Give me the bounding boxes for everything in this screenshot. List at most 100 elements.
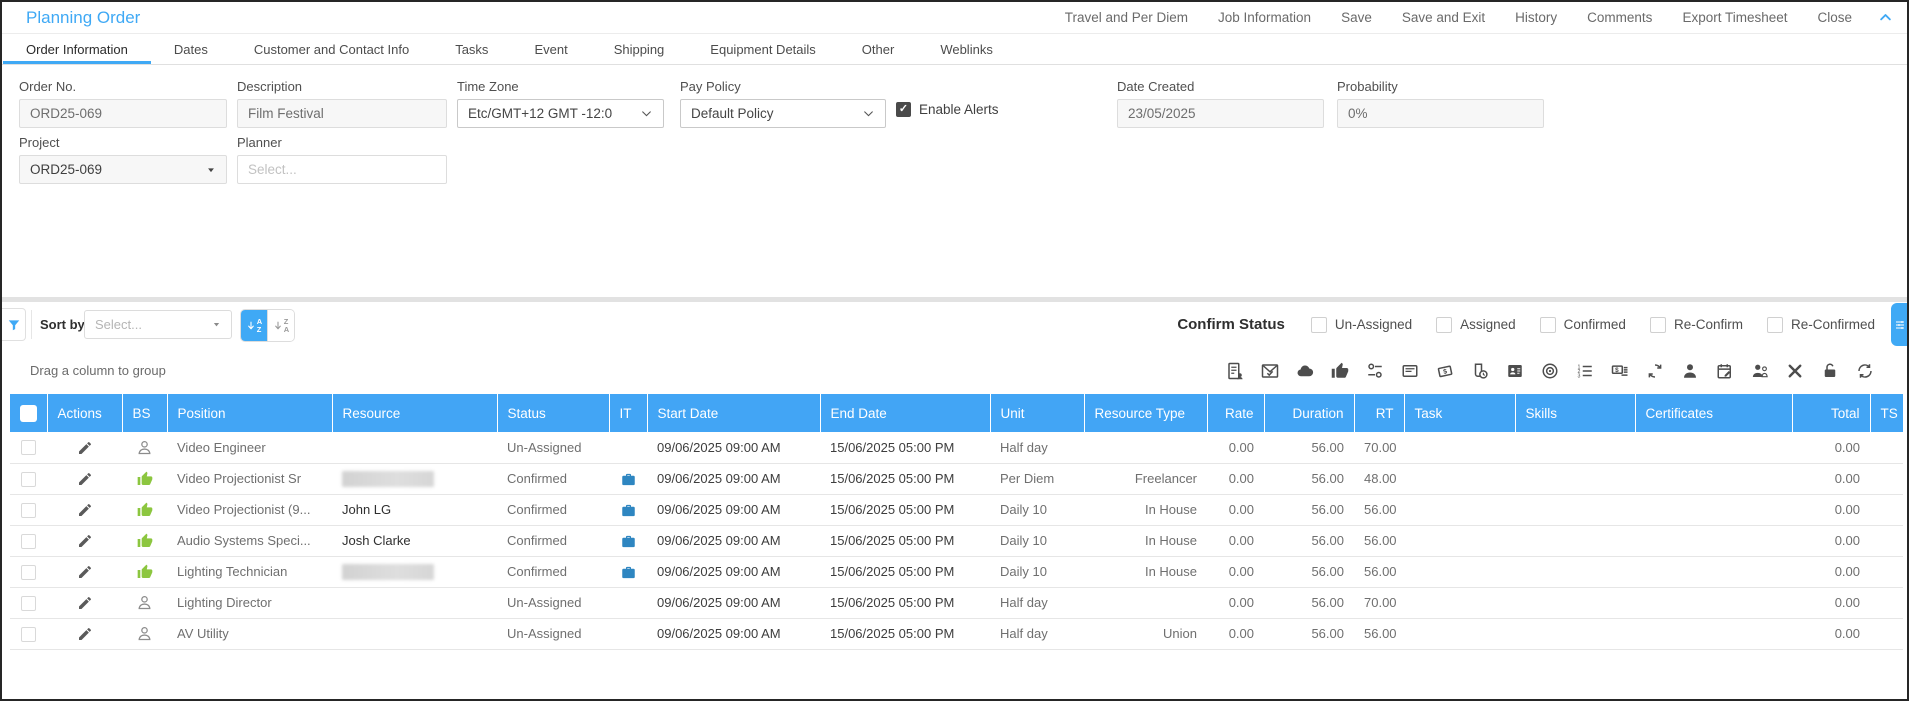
money-tag-icon[interactable]: $ [1436,362,1454,380]
table-row[interactable]: Video Projectionist Sr Confirmed 09/06/202… [10,463,1903,495]
grid-settings-tab[interactable] [1891,303,1907,346]
menu-save-and-exit[interactable]: Save and Exit [1401,10,1486,25]
pencil-icon[interactable] [77,564,93,580]
column-header-total[interactable]: Total [1791,394,1870,432]
tab-dates[interactable]: Dates [173,41,208,57]
pencil-icon[interactable] [77,533,93,549]
menu-comments[interactable]: Comments [1587,10,1653,25]
date-created-input[interactable]: 23/05/2025 [1117,99,1324,128]
people-icon[interactable] [1751,362,1769,380]
row-checkbox[interactable] [21,440,36,456]
planner-input[interactable]: Select... [237,155,447,184]
thumbs-up-icon[interactable] [1331,362,1349,380]
invoice-icon[interactable]: $ [1611,362,1629,380]
table-row[interactable]: Audio Systems Speci... Josh Clarke Confirm… [10,525,1903,557]
order-no-input[interactable]: ORD25-069 [19,99,227,128]
column-header-it[interactable]: IT [608,394,647,432]
column-header-resource[interactable]: Resource [331,394,497,432]
pencil-icon[interactable] [77,471,93,487]
person-icon[interactable] [1681,362,1699,380]
row-checkbox[interactable] [21,595,36,611]
pencil-icon[interactable] [77,502,93,518]
table-row[interactable]: Lighting Technician Confirmed 09/06/2025 0… [10,556,1903,588]
tab-equipment-details[interactable]: Equipment Details [710,41,816,57]
pencil-icon[interactable] [77,440,93,456]
table-row[interactable]: Video Projectionist (9... John LG Confirme… [10,494,1903,526]
checkbox[interactable] [1436,316,1453,333]
chevron-up-icon[interactable] [1878,10,1893,25]
column-header-unit[interactable]: Unit [989,394,1084,432]
tab-weblinks[interactable]: Weblinks [940,41,993,57]
menu-job-information[interactable]: Job Information [1218,10,1312,25]
status-filter-re-confirm[interactable]: Re-Confirm [1649,316,1743,333]
status-filter-re-confirmed[interactable]: Re-Confirmed [1766,316,1875,333]
column-header-certificates[interactable]: Certificates [1634,394,1792,432]
probability-input[interactable]: 0% [1337,99,1544,128]
time-zone-select[interactable]: Etc/GMT+12 GMT -12:0 [457,99,664,128]
enable-alerts-checkbox[interactable] [896,102,911,117]
tab-customer-and-contact-info[interactable]: Customer and Contact Info [253,41,410,57]
column-header-rate[interactable]: Rate [1206,394,1264,432]
column-header-ts[interactable]: TS [1869,394,1903,432]
column-header-task[interactable]: Task [1403,394,1515,432]
column-header-start-date[interactable]: Start Date [646,394,820,432]
refresh-icon[interactable] [1856,362,1874,380]
table-row[interactable]: Video Engineer Un-Assigned 09/06/2025 09:0… [10,432,1903,464]
card-icon[interactable] [1401,362,1419,380]
row-checkbox[interactable] [21,626,36,642]
column-header-actions[interactable]: Actions [46,394,122,432]
column-header-status[interactable]: Status [496,394,609,432]
column-header-position[interactable]: Position [166,394,332,432]
menu-close[interactable]: Close [1817,10,1852,25]
unlock-icon[interactable] [1821,362,1839,380]
status-filter-assigned[interactable]: Assigned [1436,316,1516,333]
row-checkbox[interactable] [21,564,36,580]
menu-export-timesheet[interactable]: Export Timesheet [1682,10,1788,25]
column-header-bs[interactable]: BS [121,394,167,432]
column-header-skills[interactable]: Skills [1514,394,1635,432]
tab-other[interactable]: Other [861,41,895,57]
calendar-edit-icon[interactable] [1716,362,1734,380]
column-header-select[interactable] [10,394,47,432]
target-icon[interactable] [1541,362,1559,380]
tab-tasks[interactable]: Tasks [455,41,489,57]
table-row[interactable]: AV Utility Un-Assigned 09/06/2025 09:00 AM… [10,618,1903,650]
pencil-icon[interactable] [77,626,93,642]
pencil-icon[interactable] [77,595,93,611]
column-header-resource-type[interactable]: Resource Type [1083,394,1207,432]
select-all-checkbox[interactable] [19,404,37,422]
tab-shipping[interactable]: Shipping [613,41,665,57]
time-clock-icon[interactable] [1471,362,1489,380]
checkbox[interactable] [1649,316,1666,333]
table-row[interactable]: Lighting Director Un-Assigned 09/06/2025 0… [10,587,1903,619]
status-filter-un-assigned[interactable]: Un-Assigned [1310,316,1412,333]
filter-button[interactable] [2,308,26,341]
assignment-icon[interactable] [1226,362,1244,380]
column-header-end-date[interactable]: End Date [819,394,990,432]
menu-history[interactable]: History [1515,10,1558,25]
contact-card-icon[interactable] [1506,362,1524,380]
checkbox[interactable] [1539,316,1556,333]
toggles-icon[interactable] [1366,362,1384,380]
sort-by-select[interactable]: Select... [84,310,232,339]
status-filter-confirmed[interactable]: Confirmed [1539,316,1626,333]
checkbox[interactable] [1310,316,1327,333]
checkbox[interactable] [1766,316,1783,333]
tab-event[interactable]: Event [534,41,568,57]
column-header-rt[interactable]: RT [1353,394,1404,432]
project-select[interactable]: ORD25-069 [19,155,227,184]
row-checkbox[interactable] [21,502,36,518]
row-checkbox[interactable] [21,533,36,549]
menu-travel-and-per-diem[interactable]: Travel and Per Diem [1064,10,1188,25]
mail-check-icon[interactable] [1261,362,1279,380]
menu-save[interactable]: Save [1341,10,1372,25]
pay-policy-select[interactable]: Default Policy [680,99,886,128]
close-icon[interactable] [1786,362,1804,380]
cloud-icon[interactable] [1296,362,1314,380]
description-input[interactable]: Film Festival [237,99,447,128]
column-header-duration[interactable]: Duration [1263,394,1354,432]
tab-order-information[interactable]: Order Information [3,34,151,64]
